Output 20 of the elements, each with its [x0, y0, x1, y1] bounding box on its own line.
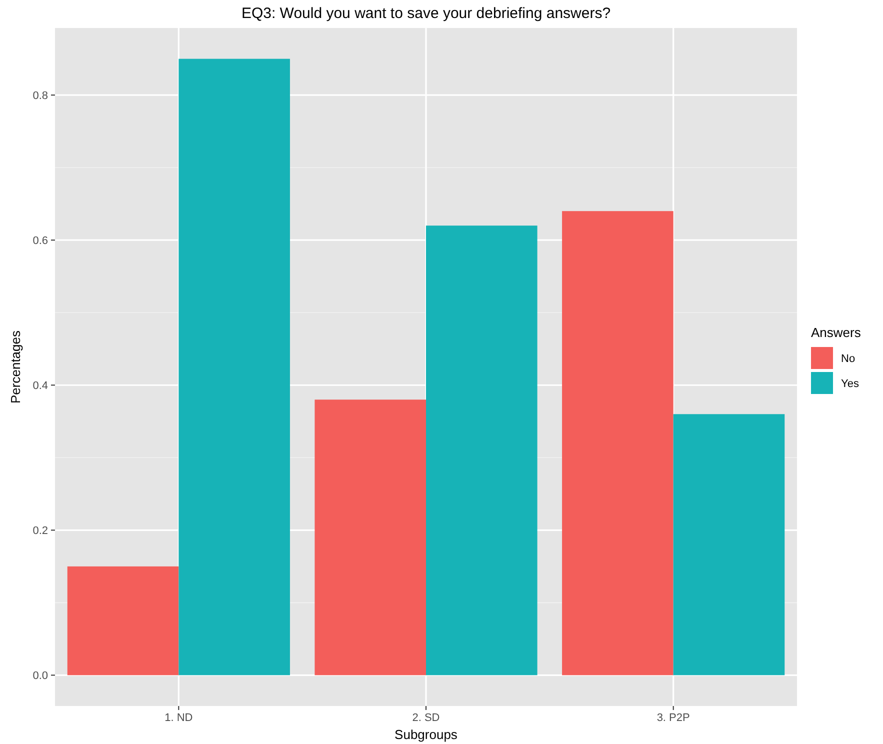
x-axis-title: Subgroups	[394, 727, 458, 742]
bar	[562, 211, 674, 676]
y-tick-label: 0.8	[32, 90, 48, 102]
legend-title: Answers	[811, 325, 862, 340]
x-tick-label: 1. ND	[164, 712, 193, 724]
chart-title: EQ3: Would you want to save your debriefing answers?	[241, 5, 611, 22]
y-tick-label: 0.2	[32, 525, 48, 538]
y-axis-title: Percentages	[8, 330, 23, 404]
x-tick-label: 3. P2P	[656, 712, 690, 724]
legend-label: Yes	[841, 378, 860, 390]
x-tick-label: 2. SD	[412, 712, 440, 724]
y-tick-label: 0.4	[32, 380, 48, 392]
bar	[67, 566, 179, 676]
bar	[673, 414, 785, 676]
bar	[426, 226, 538, 676]
y-tick-label: 0.0	[32, 670, 48, 682]
bar	[314, 400, 426, 676]
y-tick-label: 0.6	[32, 234, 48, 247]
bar	[178, 58, 290, 676]
legend-label: No	[841, 352, 856, 365]
